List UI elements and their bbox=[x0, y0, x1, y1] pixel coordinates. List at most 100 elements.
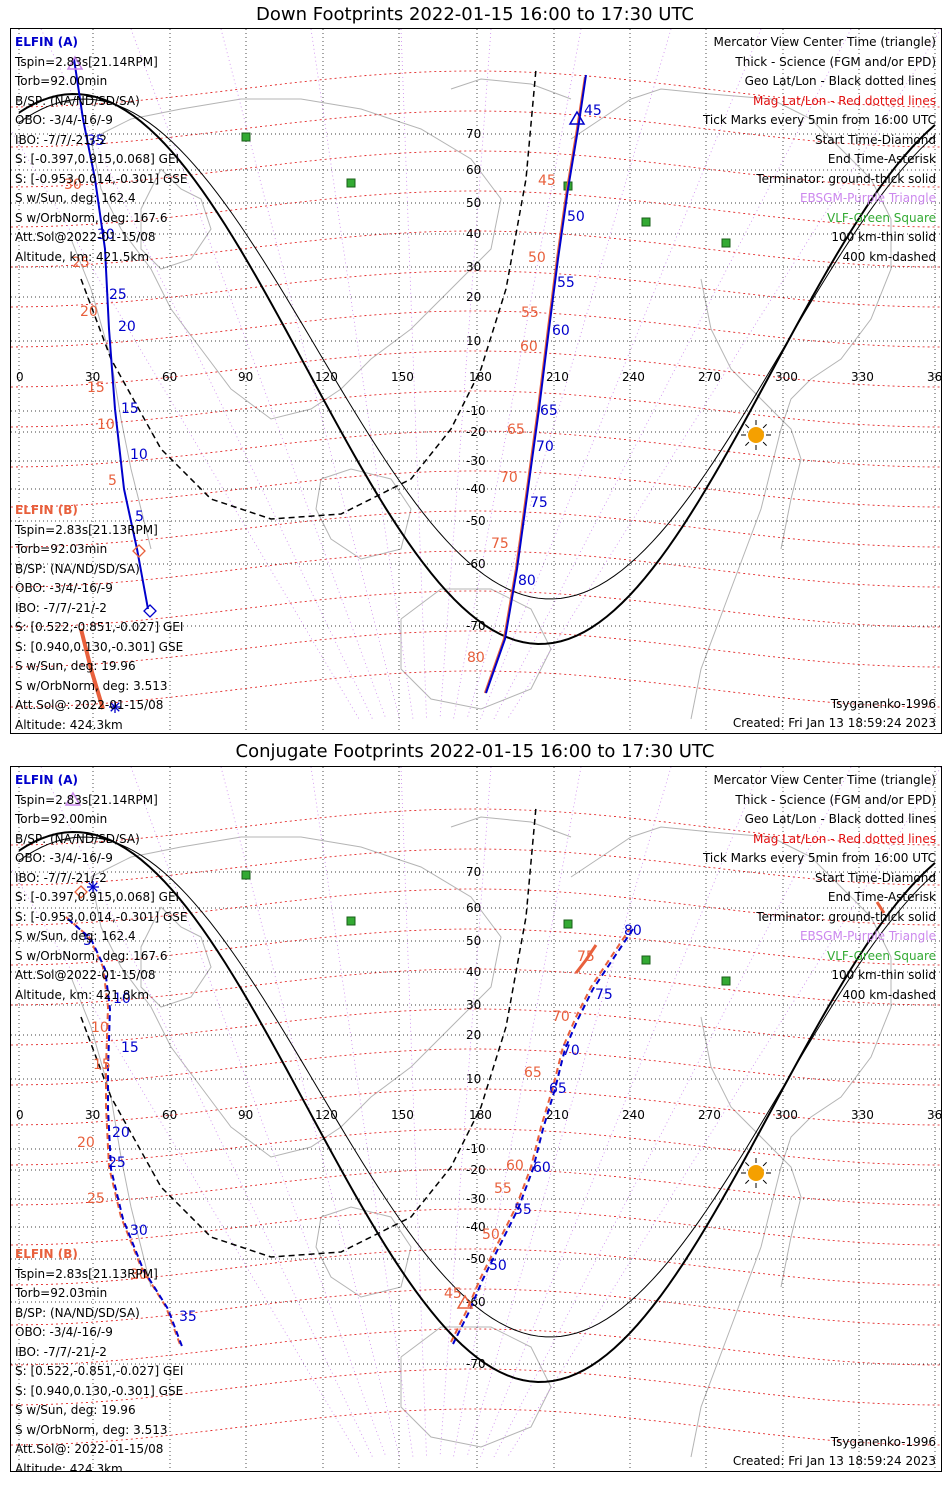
map-canvas: 0 30 60 90 120 150 180 210 240 270 300 330 360 70 60 50… bbox=[11, 29, 942, 733]
lat-tick-label: 60 bbox=[466, 901, 481, 915]
sun-icon bbox=[741, 1158, 771, 1188]
elfin-b-info: ELFIN (B) Tspin=2.83s[21.13RPM] Torb=92.… bbox=[15, 501, 184, 733]
elfin-a-tick-label: 30 bbox=[97, 227, 115, 243]
elfin-b-ibo: IBO: -7/7/-21/-2 bbox=[15, 600, 107, 615]
coastline bbox=[90, 98, 502, 420]
elfin-a-bsp: B/SP: (NA/ND/SD/SA) bbox=[15, 93, 140, 108]
lon-tick-label: 0 bbox=[16, 1108, 24, 1122]
elfin-a-tick-label: 50 bbox=[567, 209, 585, 225]
mag-lat-line bbox=[11, 968, 941, 1006]
elfin-b-tick-label: 15 bbox=[93, 1057, 111, 1073]
elfin-b-tick-label: 45 bbox=[444, 1286, 462, 1302]
terminator-400km bbox=[80, 806, 537, 1258]
elfin-a-tick-label: 35 bbox=[87, 133, 105, 149]
mag-lat-line bbox=[11, 470, 941, 508]
sun-icon bbox=[741, 420, 771, 450]
lon-tick-label: 360 bbox=[927, 1108, 942, 1122]
lat-tick-label: -50 bbox=[466, 1252, 486, 1266]
elfin-a-tick-label: 65 bbox=[549, 1081, 567, 1097]
elfin-a-track bbox=[73, 58, 149, 610]
elfin-b-tick-label: 20 bbox=[77, 1135, 95, 1151]
legend-400km: 400 km-dashed bbox=[842, 987, 936, 1002]
elfin-b-altitude: Altitude: 424.3km bbox=[15, 1461, 123, 1472]
elfin-a-tick-label: 20 bbox=[118, 319, 136, 335]
mag-lat-line bbox=[11, 390, 941, 428]
legend-center-time: Mercator View Center Time (triangle) bbox=[713, 35, 936, 49]
lon-tick-label: 120 bbox=[315, 1108, 338, 1122]
lat-tick-label: 20 bbox=[466, 290, 481, 304]
elfin-a-orbnorm-angle: S w/OrbNorm, deg: 167.6 bbox=[15, 210, 168, 225]
mag-lat-line bbox=[11, 190, 941, 228]
lat-tick-label: -50 bbox=[466, 514, 486, 528]
diamond-start-icon bbox=[132, 544, 146, 558]
elfin-b-tick-label: 50 bbox=[528, 250, 546, 266]
terminator-100km bbox=[18, 98, 936, 600]
coastline bbox=[450, 78, 572, 100]
elfin-b-tick-label: 25 bbox=[72, 255, 90, 271]
elfin-b-gse: S: [0.940,0.130,-0.301] GSE bbox=[15, 639, 184, 654]
lon-tick-label: 270 bbox=[698, 370, 721, 384]
elfin-a-tick-label: 65 bbox=[540, 403, 558, 419]
lat-tick-label: 50 bbox=[466, 196, 481, 210]
green-square-vlf-icon bbox=[721, 976, 731, 986]
elfin-a-tick-label: 55 bbox=[514, 1202, 532, 1218]
lat-tick-label: 20 bbox=[466, 1028, 481, 1042]
legend-terminator: Terminator: ground-thick solid bbox=[756, 171, 936, 186]
elfin-a-tick-label: 20 bbox=[112, 1125, 130, 1141]
down-footprints-map: 0 30 60 90 120 150 180 210 240 270 300 330 360 70 60 50… bbox=[10, 28, 942, 734]
lon-tick-label: 360 bbox=[927, 370, 942, 384]
elfin-b-sun-angle: S w/Sun, deg: 19.96 bbox=[15, 659, 136, 673]
lon-tick-label: 60 bbox=[162, 1108, 177, 1122]
elfin-b-orbnorm-angle: S w/OrbNorm, deg: 3.513 bbox=[15, 1422, 168, 1437]
lon-tick-label: 150 bbox=[391, 370, 414, 384]
elfin-a-tick-label: 75 bbox=[595, 987, 613, 1003]
elfin-b-tick-label: 80 bbox=[467, 650, 485, 666]
elfin-b-tick-label: 20 bbox=[80, 304, 98, 320]
elfin-a-orbnorm-angle: S w/OrbNorm, deg: 167.6 bbox=[15, 948, 168, 963]
elfin-b-tick-label: 70 bbox=[552, 1009, 570, 1025]
elfin-a-tspin: Tspin=2.83s[21.14RPM] bbox=[15, 792, 158, 807]
lat-tick-label: 10 bbox=[466, 334, 481, 348]
legend-100km: 100 km-thin solid bbox=[831, 230, 936, 244]
elfin-b-tick-label: 75 bbox=[491, 536, 509, 552]
elfin-a-tick-label: 10 bbox=[113, 991, 131, 1007]
elfin-b-orbnorm-angle: S w/OrbNorm, deg: 3.513 bbox=[15, 678, 168, 693]
lon-tick-label: 300 bbox=[775, 370, 798, 384]
elfin-a-attsol: Att.Sol@2022-01-15/08 bbox=[15, 230, 156, 244]
lat-tick-label: -30 bbox=[466, 1192, 486, 1206]
elfin-b-track bbox=[450, 926, 632, 1343]
lat-tick-label: -10 bbox=[466, 404, 486, 418]
elfin-b-obo: OBO: -3/4/-16/-9 bbox=[15, 581, 113, 595]
elfin-a-attsol: Att.Sol@2022-01-15/08 bbox=[15, 968, 156, 982]
lat-tick-label: -10 bbox=[466, 1142, 486, 1156]
lon-tick-label: 60 bbox=[162, 370, 177, 384]
elfin-a-tick-label: 30 bbox=[130, 1223, 148, 1239]
elfin-a-tick-label: 25 bbox=[108, 1155, 126, 1171]
mag-lat-line bbox=[11, 1328, 941, 1366]
lon-tick-label: 240 bbox=[622, 1108, 645, 1122]
elfin-b-tick-label: 70 bbox=[500, 470, 518, 486]
elfin-b-info: ELFIN (B) Tspin=2.83s[21.13RPM] Torb=92.… bbox=[15, 1245, 183, 1472]
coastline bbox=[400, 1326, 552, 1448]
mag-lon-line bbox=[11, 129, 360, 720]
elfin-b-tick-label: 65 bbox=[524, 1065, 542, 1081]
lat-tick-label: 60 bbox=[466, 163, 481, 177]
mag-lat-line bbox=[11, 1368, 941, 1406]
mag-lon-line bbox=[493, 29, 852, 720]
mag-lat-line bbox=[11, 808, 941, 846]
elfin-b-tick-label: 50 bbox=[482, 1227, 500, 1243]
elfin-b-header: ELFIN (B) bbox=[15, 1247, 78, 1261]
elfin-a-obo: OBO: -3/4/-16/-9 bbox=[15, 851, 113, 865]
legend-100km: 100 km-thin solid bbox=[831, 968, 936, 982]
elfin-b-tick-label: 60 bbox=[520, 339, 538, 355]
mag-lat-line bbox=[11, 1288, 941, 1326]
elfin-b-tspin: Tspin=2.83s[21.13RPM] bbox=[15, 522, 158, 537]
diamond-start-icon bbox=[143, 604, 157, 618]
coastline bbox=[315, 468, 412, 560]
mag-lon-line bbox=[439, 767, 492, 1458]
legend-terminator: Terminator: ground-thick solid bbox=[756, 909, 936, 924]
green-square-vlf-icon bbox=[641, 955, 651, 965]
legend-end-time: End Time-Asterisk bbox=[827, 890, 936, 904]
elfin-a-sun-angle: S w/Sun, deg: 162.4 bbox=[15, 191, 136, 205]
elfin-b-torb: Torb=92.03min bbox=[15, 1286, 108, 1300]
